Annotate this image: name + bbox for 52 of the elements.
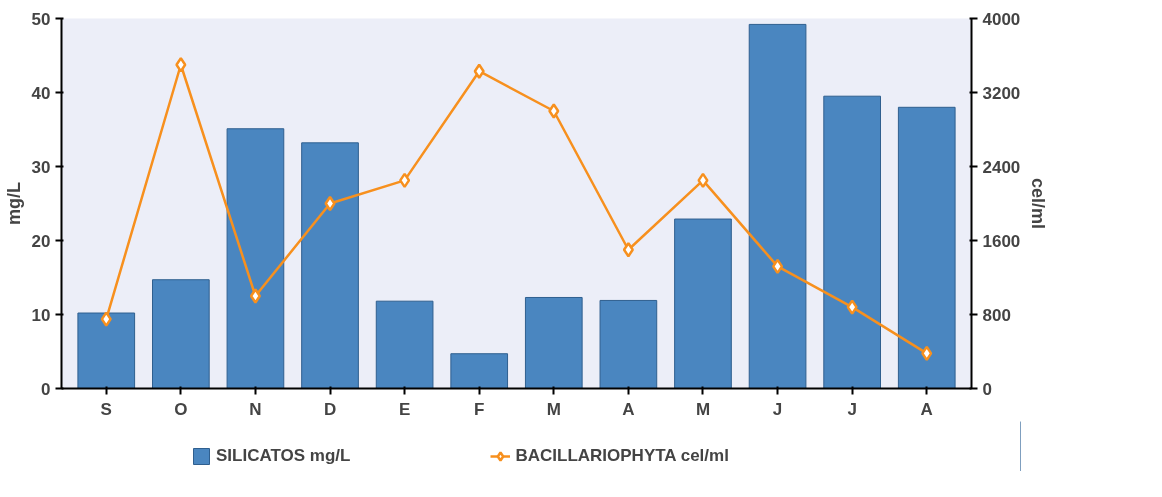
y2-tick-label: 4000 — [982, 9, 1021, 29]
point — [399, 172, 411, 189]
point — [846, 299, 858, 315]
legend-label: BACILLARIOPHYTA cel/ml — [515, 446, 729, 466]
y2-tick-label: 2400 — [982, 157, 1021, 177]
legend-label: SILICATOS mg/L — [216, 446, 351, 466]
bar — [524, 296, 583, 389]
bar — [152, 279, 210, 389]
x-tick-label: D — [323, 399, 337, 419]
x-tick-label: J — [772, 399, 783, 419]
x-tick-label: O — [174, 399, 188, 419]
x-tick-label: M — [546, 399, 561, 419]
x-tick-label: J — [847, 399, 857, 419]
bar — [823, 95, 881, 389]
bar — [748, 23, 807, 389]
point — [175, 57, 187, 73]
y-tick-label: 50 — [31, 9, 51, 29]
point — [473, 63, 485, 79]
y-tick-label: 20 — [31, 231, 51, 251]
x-tick-label: M — [695, 399, 711, 419]
point — [249, 288, 262, 304]
point — [921, 345, 933, 362]
x-tick-label: S — [100, 399, 112, 419]
point — [697, 172, 709, 189]
bar — [897, 106, 956, 389]
point — [548, 103, 560, 119]
y-tick-label: 10 — [31, 305, 51, 325]
y-tick-label: 30 — [31, 157, 51, 177]
bar — [599, 299, 658, 389]
bar — [375, 300, 434, 389]
y2-tick-label: 1600 — [982, 231, 1021, 251]
x-tick-label: N — [249, 399, 262, 419]
x-tick-label: A — [920, 399, 933, 419]
point — [324, 195, 336, 212]
bar — [226, 128, 285, 389]
x-tick-label: A — [622, 399, 635, 419]
bar — [450, 353, 509, 389]
bar — [301, 142, 359, 389]
point — [622, 242, 634, 258]
y-tick-label: 40 — [31, 83, 51, 103]
point — [100, 311, 112, 327]
y2-tick-label: 0 — [982, 379, 992, 399]
y2-axis-title: cel/ml — [1028, 177, 1049, 230]
bar — [77, 312, 136, 389]
bar — [674, 218, 732, 389]
y2-tick-label: 800 — [982, 305, 1011, 325]
y2-tick-label: 3200 — [982, 83, 1021, 103]
y-tick-label: 0 — [41, 379, 51, 399]
y-axis-title: mg/L — [3, 182, 24, 225]
x-tick-label: F — [474, 399, 485, 419]
x-tick-label: E — [398, 399, 411, 419]
point — [771, 258, 784, 275]
